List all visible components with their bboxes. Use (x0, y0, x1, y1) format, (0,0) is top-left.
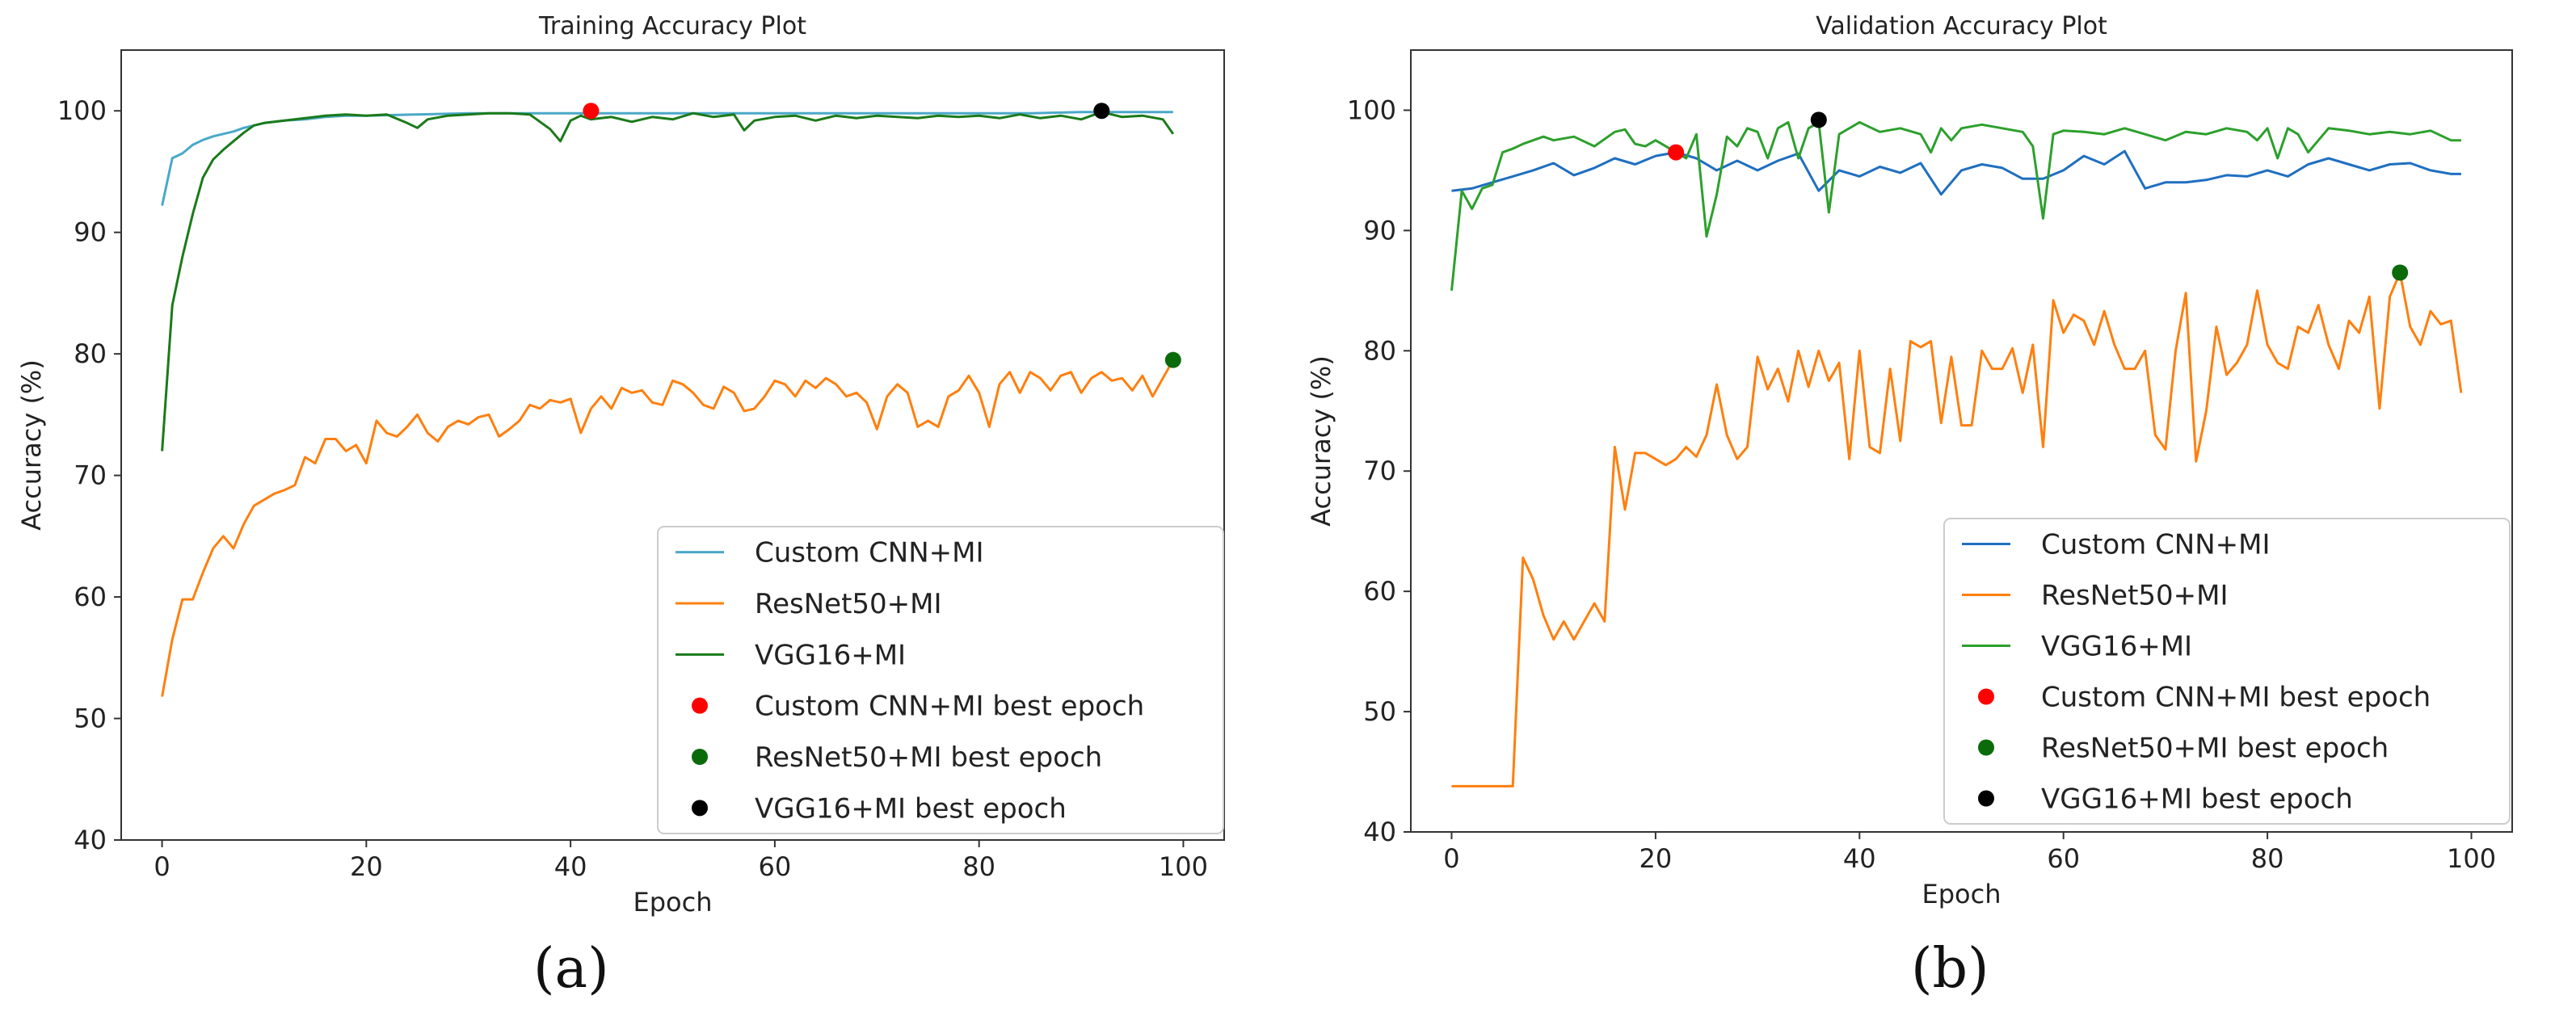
y-axis-label: Accuracy (%) (16, 359, 47, 531)
plot-frame (1410, 49, 2513, 833)
x-tick-label: 20 (350, 851, 383, 882)
best-epoch-marker (1164, 351, 1181, 368)
y-tick-label: 40 (1363, 817, 1396, 847)
series-line-custom-cnn-mi (161, 111, 1173, 206)
legend-marker-swatch (692, 749, 708, 765)
legend-entry: Custom CNN+MI (755, 537, 984, 569)
legend-marker-swatch (692, 800, 708, 817)
y-tick-label: 40 (74, 825, 107, 855)
legend-marker-swatch (1978, 739, 1994, 756)
x-tick-label: 80 (2251, 843, 2284, 874)
legend-entry: ResNet50+MI best epoch (2041, 733, 2389, 765)
best-epoch-marker (2392, 264, 2409, 281)
legend-entry: ResNet50+MI (2041, 580, 2229, 612)
x-axis-label: Epoch (633, 887, 713, 918)
x-tick-label: 60 (759, 851, 792, 882)
y-tick-label: 90 (74, 217, 107, 248)
x-tick-label: 40 (554, 851, 587, 882)
best-epoch-marker (1093, 103, 1110, 120)
x-tick-label: 100 (1159, 851, 1208, 882)
best-epoch-marker (583, 103, 600, 120)
legend-marker-swatch (1978, 688, 1994, 705)
x-tick-label: 80 (962, 851, 995, 882)
chart-title: Validation Accuracy Plot (1816, 12, 2107, 40)
y-tick-label: 60 (1363, 576, 1396, 607)
legend-box (1943, 518, 2511, 825)
series-line-resnet50-mi (1451, 271, 2463, 788)
y-tick-label: 50 (1363, 696, 1396, 727)
y-tick-label: 100 (1347, 94, 1396, 125)
x-tick-label: 20 (1639, 843, 1673, 874)
legend-entry: VGG16+MI (2041, 631, 2192, 663)
legend-entry: VGG16+MI best epoch (755, 792, 1067, 825)
legend-entry: ResNet50+MI best epoch (755, 741, 1102, 774)
plot-frame (120, 49, 1225, 841)
y-axis-label: Accuracy (%) (1306, 355, 1336, 527)
series-line-vgg16-mi (161, 111, 1175, 452)
y-tick-label: 80 (1363, 335, 1396, 366)
series-line-vgg16-mi (1450, 120, 2461, 291)
legend-entry: Custom CNN+MI (2041, 529, 2271, 561)
x-tick-label: 100 (2447, 843, 2496, 874)
legend-marker-swatch (1978, 790, 1994, 807)
legend-box (657, 526, 1224, 834)
y-tick-label: 70 (74, 460, 107, 491)
caption-a: (a) (533, 937, 609, 1001)
caption-b: (b) (1911, 937, 1989, 1001)
y-tick-label: 60 (74, 582, 107, 612)
y-tick-label: 80 (74, 338, 107, 369)
y-tick-label: 90 (1363, 215, 1396, 246)
plot-area (161, 111, 1175, 697)
series-line-resnet50-mi (161, 359, 1175, 697)
legend-marker-swatch (692, 697, 708, 714)
y-tick-label: 100 (57, 95, 107, 126)
chart-title: Training Accuracy Plot (538, 12, 806, 40)
y-tick-label: 70 (1363, 456, 1396, 486)
best-epoch-marker (1810, 111, 1827, 128)
x-axis-label: Epoch (1922, 879, 2001, 909)
legend-entry: VGG16+MI best epoch (2041, 783, 2353, 816)
x-tick-label: 0 (154, 851, 170, 882)
validation-accuracy-chart: Validation Accuracy Plot 0 20 40 60 80 100 40 50… (1306, 12, 2513, 909)
x-tick-label: 40 (1843, 843, 1876, 874)
plot-area (1450, 120, 2463, 788)
series-line-custom-cnn-mi (1451, 149, 2461, 196)
legend-entry: Custom CNN+MI best epoch (755, 691, 1144, 723)
legend-entry: Custom CNN+MI best epoch (2041, 682, 2431, 714)
y-tick-label: 50 (74, 704, 107, 734)
best-epoch-marker (1668, 144, 1685, 161)
x-tick-label: 0 (1443, 843, 1459, 874)
legend-entry: VGG16+MI (755, 639, 906, 671)
legend-entry: ResNet50+MI (755, 588, 942, 620)
x-tick-label: 60 (2047, 843, 2080, 874)
training-accuracy-chart: Training Accuracy Plot 0 20 40 60 80 100 40 50 60… (16, 12, 1225, 918)
